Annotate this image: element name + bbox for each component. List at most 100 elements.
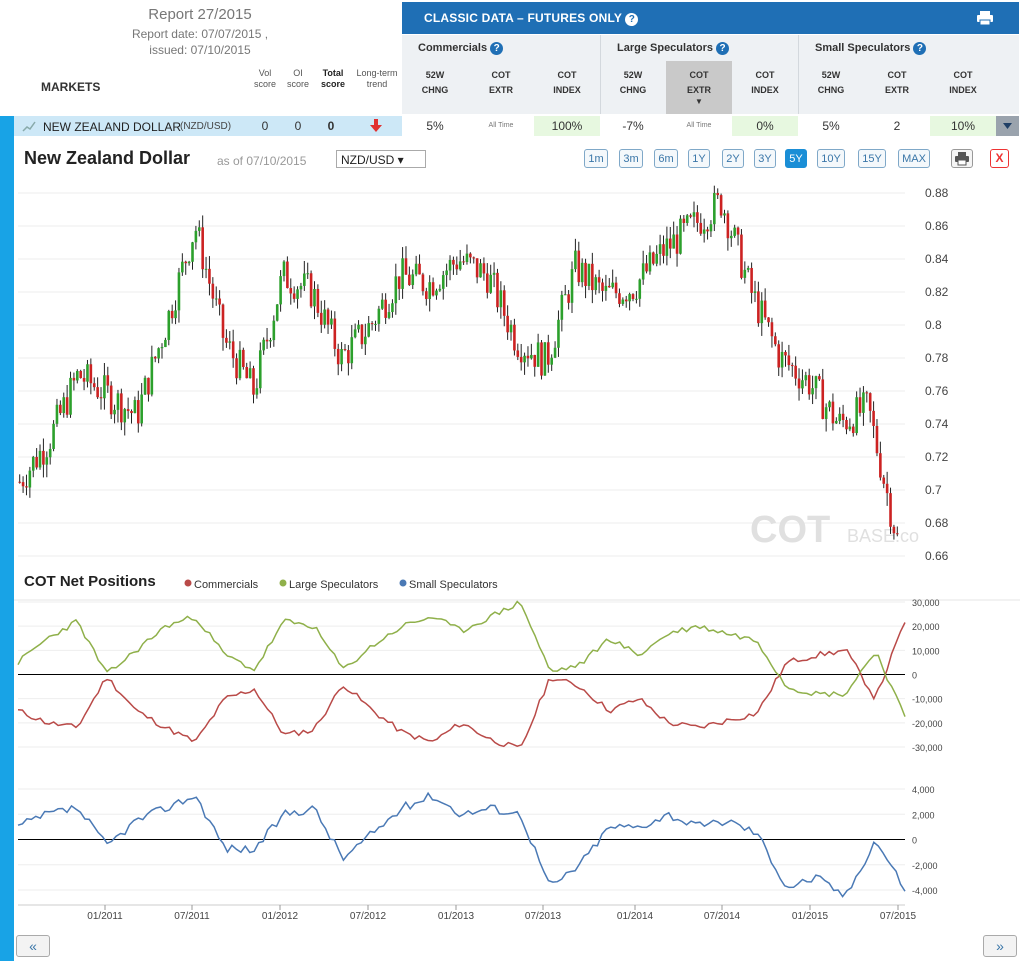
candle-body [411, 274, 415, 286]
candle-body [279, 276, 282, 305]
candle-body [648, 252, 652, 272]
candle-body [120, 393, 123, 423]
watermark: COT [750, 509, 830, 551]
range-button-3m[interactable]: 3m [619, 149, 643, 168]
print-icon[interactable] [977, 11, 993, 26]
candle-body [862, 392, 865, 413]
candle-body [187, 261, 191, 264]
candle-body [604, 285, 608, 291]
candle-body [824, 407, 828, 419]
range-button-15y[interactable]: 15Y [858, 149, 886, 168]
oi-score: 0 [294, 119, 302, 133]
candle-body [672, 234, 675, 249]
small-cot-extr: 2 [893, 119, 901, 133]
candle-body [679, 218, 682, 254]
candle-body [689, 215, 692, 217]
price-ytick-label: 0.88 [925, 186, 949, 200]
candle-body [723, 213, 726, 216]
candle-body [445, 270, 448, 276]
subheader-cot-extr[interactable]: COT EXTR [488, 70, 513, 95]
comm-cot-index: 100% [534, 116, 600, 136]
range-button-max[interactable]: MAX [898, 149, 930, 168]
candle-body [601, 282, 604, 291]
candle-body [133, 400, 137, 414]
cot-title: COT Net Positions [24, 573, 156, 590]
range-button-1m[interactable]: 1m [584, 149, 608, 168]
legend-marker [399, 579, 407, 587]
subheader-cot-extr-sorted[interactable]: COT EXTR ▼ [666, 68, 732, 106]
market-row[interactable] [14, 116, 402, 136]
range-button-6m[interactable]: 6m [654, 149, 678, 168]
candle-body [309, 273, 313, 307]
candle-body [265, 339, 269, 342]
candle-body [231, 341, 235, 359]
candle-body [885, 483, 889, 494]
candle-body [794, 365, 797, 379]
x-tick-label: 01/2011 [87, 911, 123, 922]
candle-body [275, 304, 279, 321]
range-button-3y[interactable]: 3Y [754, 149, 776, 168]
subheader-cot-extr[interactable]: COT EXTR [884, 70, 909, 95]
subheader-52w-chng[interactable]: 52W CHNG [817, 70, 845, 95]
help-icon[interactable]: ? [490, 42, 504, 55]
candle-body [652, 252, 655, 264]
pair-select[interactable]: NZD/USD ▾ [336, 150, 426, 168]
range-button-2y[interactable]: 2Y [722, 149, 744, 168]
candle-body [109, 385, 113, 415]
trend-header: Long-term trend [356, 68, 398, 89]
help-icon[interactable]: ? [716, 42, 730, 55]
row-dropdown[interactable] [996, 116, 1019, 136]
candle-body [370, 323, 374, 325]
candle-body [719, 195, 723, 216]
candle-body [140, 394, 143, 424]
candle-body [486, 273, 489, 293]
candle-body [597, 277, 601, 283]
comm-cot-extr: All Time [488, 122, 514, 129]
candle-body [147, 377, 150, 395]
subheader-52w-chng[interactable]: 52W CHNG [421, 70, 449, 95]
cot-ytick-label: 20,000 [912, 622, 940, 632]
candle-body [272, 320, 276, 341]
range-button-5y[interactable]: 5Y [785, 149, 807, 168]
candle-body [458, 261, 462, 270]
candle-body [530, 354, 533, 359]
subheader-cot-index[interactable]: COT INDEX [949, 70, 977, 95]
candle-body [587, 263, 591, 286]
chart-icon [22, 119, 36, 133]
candle-body [31, 456, 35, 471]
candle-body [621, 299, 625, 304]
candle-body [624, 299, 628, 302]
help-icon[interactable]: ? [913, 42, 927, 55]
candle-body [326, 309, 330, 325]
candle-body [506, 315, 509, 333]
candle-body [896, 533, 899, 535]
candle-body [286, 261, 289, 289]
help-icon[interactable]: ? [625, 13, 639, 26]
candle-body [42, 450, 45, 465]
candle-body [340, 349, 343, 365]
subheader-52w-chng[interactable]: 52W CHNG [619, 70, 647, 95]
large-52w-chng: -7% [622, 119, 644, 133]
market-name[interactable]: NEW ZEALAND DOLLAR [43, 120, 182, 134]
candle-body [516, 350, 520, 357]
legend-label-small-speculators: Small Speculators [409, 579, 498, 591]
candle-body [638, 279, 642, 299]
candle-body [204, 268, 208, 270]
candle-body [472, 257, 476, 259]
candle-body [729, 235, 733, 239]
oi-score-header: OI score [286, 68, 309, 89]
candle-body [123, 409, 127, 423]
prev-button[interactable]: « [16, 935, 50, 957]
candle-body [618, 293, 621, 304]
range-button-10y[interactable]: 10Y [817, 149, 845, 168]
selected-column [666, 61, 732, 114]
candle-body [394, 276, 398, 304]
subheader-cot-index[interactable]: COT INDEX [751, 70, 779, 95]
candle-body [357, 324, 360, 330]
range-button-1y[interactable]: 1Y [688, 149, 710, 168]
subheader-cot-index[interactable]: COT INDEX [553, 70, 581, 95]
chart-close-button[interactable]: X [990, 149, 1009, 168]
next-button[interactable]: » [983, 935, 1017, 957]
candle-body [174, 310, 177, 319]
chart-print-button[interactable] [951, 149, 973, 168]
